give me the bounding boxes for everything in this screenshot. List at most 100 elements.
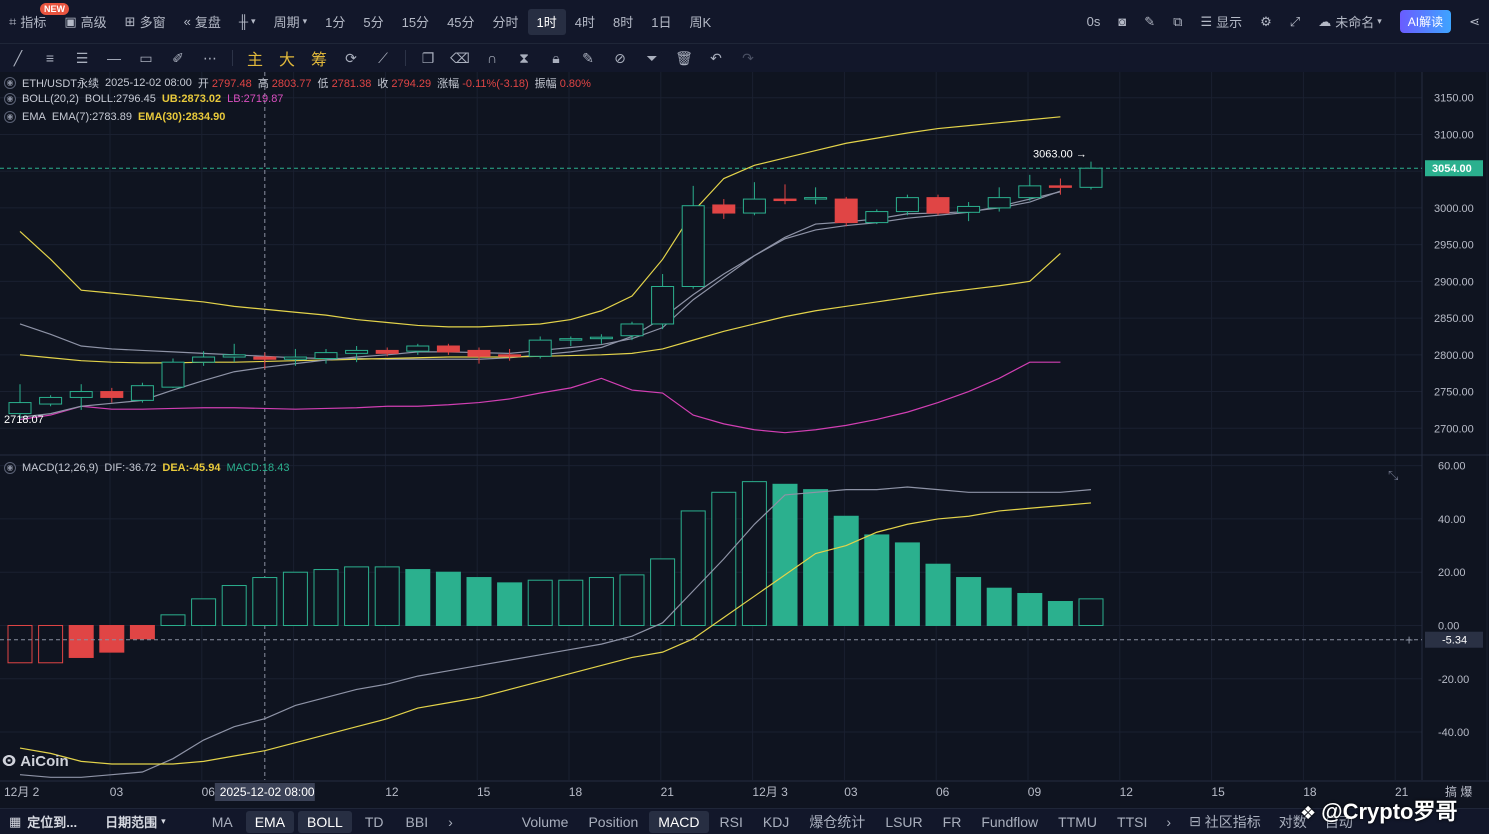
pencil-icon[interactable]: ✎ — [1144, 13, 1156, 29]
sync-icon[interactable]: ⟳ — [345, 49, 357, 66]
sub-indicator-tab[interactable]: KDJ — [762, 813, 790, 830]
community-indicators-button[interactable]: ⊟ 社区指标 — [1180, 811, 1270, 833]
sub-indicator-tabs: Volume Position MACD RSI KDJ 爆仓统计 LSUR FR Fundfl… — [512, 810, 1158, 833]
share-icon[interactable]: ⋖ — [1469, 13, 1480, 29]
macd-axis-label: 0.00 — [1438, 620, 1459, 632]
macd-name[interactable]: MACD(12,26,9) — [22, 462, 99, 474]
main-indicator-tab[interactable]: BOLL — [298, 810, 352, 833]
sub-indicator-tab[interactable]: FR — [942, 813, 962, 830]
horizontal-lines-icon[interactable]: ≡ — [45, 50, 55, 66]
timeframe-tab[interactable]: 15分 — [401, 15, 430, 30]
trash-icon[interactable]: 🗑︎ — [675, 49, 693, 66]
eraser-icon[interactable]: ⌫ — [450, 49, 470, 66]
eye-icon[interactable]: ◉ — [4, 93, 16, 105]
chart-canvas[interactable]: 3150.003100.003050.003000.002950.002900.… — [0, 72, 1489, 808]
main-force-button[interactable]: 主 — [246, 52, 263, 69]
parallel-channel-icon[interactable]: ☰ — [75, 49, 89, 66]
copy-icon[interactable]: ❐ — [421, 49, 435, 66]
ai-analyze-button[interactable]: AI解读 — [1391, 9, 1460, 35]
candle-body — [222, 354, 246, 358]
more-tools-icon[interactable]: ⋯ — [203, 49, 217, 66]
fullscreen-icon[interactable]: ⤢ — [1289, 13, 1301, 29]
ema7-value: EMA(7):2783.89 — [51, 111, 132, 123]
main-indicator-tab[interactable]: EMA — [245, 810, 295, 833]
chevron-right-icon[interactable]: › — [1166, 813, 1172, 830]
timeframe-tab[interactable]: 分时 — [492, 15, 519, 30]
period-dropdown[interactable]: 周期 ▾ — [265, 9, 317, 35]
display-button[interactable]: ☰ 显示 — [1191, 9, 1251, 35]
sub-indicator-tab[interactable]: TTMU — [1058, 813, 1098, 830]
main-indicator-tab[interactable]: TD — [364, 813, 384, 830]
edit-icon[interactable]: ✎ — [582, 49, 594, 66]
main-indicator-tab[interactable]: BBI — [405, 813, 429, 830]
date-range-dropdown[interactable]: 日期范围 ▾ — [96, 811, 175, 833]
eye-icon[interactable]: ◉ — [4, 77, 16, 89]
gear-icon[interactable]: ⚙ — [1260, 13, 1272, 29]
undo-icon[interactable]: ↶ — [710, 49, 722, 66]
chip-button[interactable]: 筹 — [310, 52, 327, 69]
sub-indicator-tab[interactable]: MACD — [649, 810, 709, 833]
time-axis-label: 12月 2 — [4, 785, 40, 799]
redo-icon[interactable]: ↷ — [742, 49, 754, 66]
popout-icon[interactable]: ⧉ — [1173, 13, 1183, 29]
replay-button[interactable]: «复盘 — [175, 9, 230, 35]
rectangle-icon[interactable]: ▭ — [139, 49, 153, 66]
sub-indicator-tab[interactable]: Position — [588, 813, 639, 830]
eye-icon[interactable]: ◉ — [4, 111, 16, 123]
maximize-pane-icon[interactable]: ⤡ — [1388, 468, 1399, 483]
large-order-button[interactable]: 大 — [278, 52, 295, 69]
multi-window-button[interactable]: ⊞ 多窗 — [116, 9, 175, 35]
indicators-label: 指标 — [20, 15, 47, 30]
boll-name[interactable]: BOLL(20,2) — [22, 93, 79, 105]
timeframe-tab[interactable]: 4时 — [574, 15, 596, 30]
eye-icon[interactable]: ◉ — [4, 462, 16, 474]
sub-indicator-tab[interactable]: Volume — [521, 813, 569, 830]
main-indicator-tab[interactable]: MA — [211, 813, 233, 830]
filter-icon[interactable]: ⏷ — [646, 49, 658, 66]
trendline-icon[interactable]: ╱ — [13, 49, 23, 66]
timeframe-tab[interactable]: 1分 — [325, 15, 346, 30]
add-alert-icon[interactable]: + — [1405, 632, 1413, 648]
macd-bar — [527, 579, 553, 626]
chevron-right-icon[interactable]: › — [448, 813, 453, 830]
time-axis-label: 12 — [1120, 785, 1134, 799]
sub-indicator-tab[interactable]: TTSI — [1117, 813, 1148, 830]
chart-area[interactable]: 3150.003100.003050.003000.002950.002900.… — [0, 72, 1489, 808]
time-axis-label: 03 — [844, 785, 858, 799]
crosshair-time-label: 2025-12-02 08:00 — [220, 785, 315, 799]
timeframe-tab[interactable]: 8时 — [613, 15, 634, 30]
current-price-label: 3054.00 — [1432, 163, 1472, 175]
timeframe-tab[interactable]: 5分 — [363, 15, 384, 30]
locate-button[interactable]: ▦ 定位到... — [0, 811, 86, 833]
magnet-icon[interactable]: ∩ — [486, 50, 498, 66]
community-icon: ⊟ — [1189, 813, 1201, 829]
cloud-layout-dropdown[interactable]: ☁ 未命名 ▾ — [1309, 9, 1391, 35]
lock-candles-icon[interactable]: ⧗ — [519, 49, 529, 66]
auto-scale-toggle[interactable]: 自动 — [1324, 813, 1353, 830]
macd-axis-label: 60.00 — [1438, 461, 1466, 473]
visibility-icon[interactable]: ⊘ — [614, 49, 626, 66]
sub-indicator-tab[interactable]: RSI — [719, 813, 743, 830]
sub-indicator-tab[interactable]: 爆仓统计 — [809, 813, 866, 830]
refresh-timer[interactable]: 0s — [1086, 14, 1101, 29]
lock-icon[interactable]: 🔒︎ — [552, 49, 560, 66]
timeframe-tab[interactable]: 45分 — [447, 15, 475, 30]
sub-indicator-tab[interactable]: LSUR — [885, 813, 923, 830]
ruler-icon[interactable]: ⟋ — [378, 49, 388, 66]
advanced-button[interactable]: ▣ 高级 — [55, 9, 115, 35]
timeframe-tab[interactable]: 周K — [689, 15, 712, 30]
list-icon: ☰ — [1200, 13, 1213, 29]
brush-icon[interactable]: ✐ — [172, 49, 184, 66]
timeframe-tab[interactable]: 1时 — [527, 8, 566, 35]
legend-open: 2797.48 — [211, 78, 252, 90]
camera-icon[interactable]: ◙ — [1118, 14, 1127, 29]
price-axis-label: 3100.00 — [1434, 129, 1474, 141]
indicators-button[interactable]: ⌗ 指标 — [0, 9, 55, 35]
chart-type-dropdown[interactable]: ╫ ▾ — [230, 9, 265, 35]
horizontal-ray-icon[interactable]: — — [107, 50, 121, 66]
sub-indicator-tab[interactable]: Fundflow — [981, 813, 1039, 830]
macd-current-label: -5.34 — [1442, 635, 1467, 647]
log-scale-toggle[interactable]: 对数 — [1278, 813, 1307, 830]
ema-name[interactable]: EMA — [22, 111, 46, 123]
timeframe-tab[interactable]: 1日 — [651, 15, 672, 30]
